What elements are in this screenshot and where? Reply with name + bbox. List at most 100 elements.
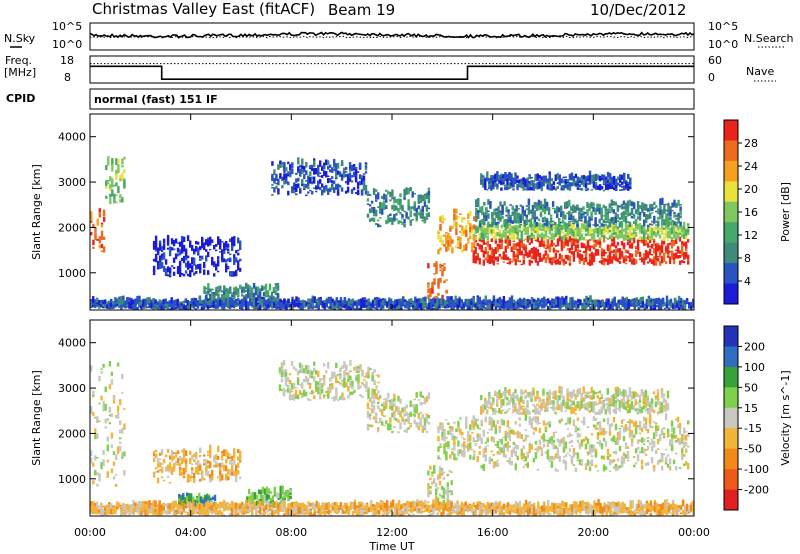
heatmap-cell — [348, 166, 352, 170]
heatmap-cell — [303, 177, 306, 180]
heatmap-cell — [217, 287, 220, 293]
heatmap-cell — [564, 179, 567, 184]
heatmap-cell — [368, 204, 372, 207]
heatmap-cell — [311, 164, 314, 172]
heatmap-cell — [295, 296, 298, 303]
heatmap-cell — [497, 221, 500, 224]
heatmap-cell — [614, 221, 618, 229]
heatmap-cell — [681, 233, 684, 238]
heatmap-cell — [554, 211, 557, 213]
heatmap-cell — [568, 263, 572, 266]
heatmap-cell — [687, 254, 690, 261]
heatmap-cell — [325, 306, 328, 308]
heatmap-cell — [509, 217, 512, 224]
heatmap-cell — [666, 245, 670, 250]
heatmap-cell — [154, 247, 158, 252]
heatmap-cell — [505, 214, 508, 217]
heatmap-cell — [614, 232, 618, 235]
heatmap-cell — [544, 228, 548, 235]
heatmap-cell — [576, 459, 580, 462]
heatmap-cell — [488, 456, 491, 462]
heatmap-cell — [580, 463, 584, 466]
heatmap-cell — [94, 304, 97, 307]
heatmap-cell — [524, 178, 527, 185]
heatmap-cell — [584, 218, 587, 224]
heatmap-cell — [482, 299, 485, 306]
heatmap-cell — [683, 257, 686, 260]
heatmap-cell — [344, 181, 348, 184]
heatmap-cell — [543, 204, 547, 209]
heatmap-cell — [604, 225, 608, 232]
heatmap-cell — [455, 245, 458, 248]
heatmap-cell — [497, 215, 500, 221]
heatmap-cell — [578, 207, 581, 212]
heatmap-cell — [417, 205, 420, 209]
heatmap-cell — [507, 213, 510, 216]
heatmap-cell — [119, 178, 122, 182]
heatmap-cell — [498, 244, 501, 247]
heatmap-cell — [505, 219, 508, 221]
heatmap-cell — [128, 302, 131, 309]
heatmap-cell — [590, 201, 593, 209]
heatmap-cell — [500, 239, 503, 243]
heatmap-cell — [494, 173, 497, 180]
heatmap-cell — [520, 234, 523, 237]
heatmap-cell — [482, 232, 485, 239]
heatmap-cell — [420, 298, 423, 303]
heatmap-cell — [390, 305, 393, 309]
heatmap-cell — [245, 296, 248, 299]
heatmap-cell — [325, 188, 328, 192]
heatmap-cell — [584, 239, 588, 241]
heatmap-cell — [341, 300, 345, 304]
heatmap-cell — [510, 451, 513, 458]
heatmap-cell — [606, 171, 610, 178]
heatmap-cell — [291, 186, 294, 190]
heatmap-cell — [512, 441, 515, 445]
heatmap-cell — [524, 414, 527, 421]
heatmap-cell — [172, 301, 175, 307]
heatmap-cell — [510, 185, 513, 189]
heatmap-cell — [555, 299, 558, 305]
heatmap-cell — [584, 443, 588, 449]
heatmap-cell — [628, 253, 632, 256]
heatmap-cell — [550, 188, 553, 190]
cpid-panel-frame — [89, 88, 695, 110]
heatmap-cell — [160, 303, 163, 306]
heatmap-cell — [109, 197, 112, 205]
heatmap-cell — [98, 208, 101, 213]
heatmap-cell — [540, 181, 543, 188]
heatmap-cell — [487, 210, 490, 212]
heatmap-cell — [484, 257, 487, 261]
heatmap-cell — [508, 229, 511, 236]
colorbar-tick-label: 16 — [744, 206, 758, 219]
heatmap-cell — [357, 304, 361, 306]
heatmap-cell — [396, 308, 399, 310]
heatmap-cell — [679, 304, 683, 307]
heatmap-cell — [196, 302, 200, 309]
heatmap-cell — [321, 165, 324, 168]
heatmap-cell — [578, 433, 582, 438]
heatmap-cell — [301, 170, 304, 174]
heatmap-cell — [666, 226, 670, 230]
heatmap-cell — [220, 307, 224, 310]
heatmap-cell — [665, 209, 668, 212]
heatmap-cell — [442, 305, 445, 308]
colorbar-tick-label: 12 — [744, 229, 758, 242]
heatmap-cell — [381, 302, 385, 306]
heatmap-cell — [519, 204, 522, 207]
heatmap-cell — [528, 250, 531, 258]
heatmap-cell — [364, 166, 368, 168]
heatmap-cell — [569, 300, 572, 308]
heatmap-cell — [568, 182, 572, 187]
heatmap-cell — [576, 220, 579, 226]
heatmap-cell — [281, 165, 284, 168]
heatmap-cell — [530, 445, 533, 450]
heatmap-cell — [248, 285, 252, 293]
heatmap-cell — [311, 168, 314, 171]
heatmap-cell — [558, 219, 561, 225]
heatmap-cell — [626, 250, 630, 254]
heatmap-cell — [262, 294, 266, 297]
colorbar-segment — [724, 201, 738, 223]
heatmap-cell — [679, 204, 682, 206]
heatmap-cell — [622, 234, 626, 241]
